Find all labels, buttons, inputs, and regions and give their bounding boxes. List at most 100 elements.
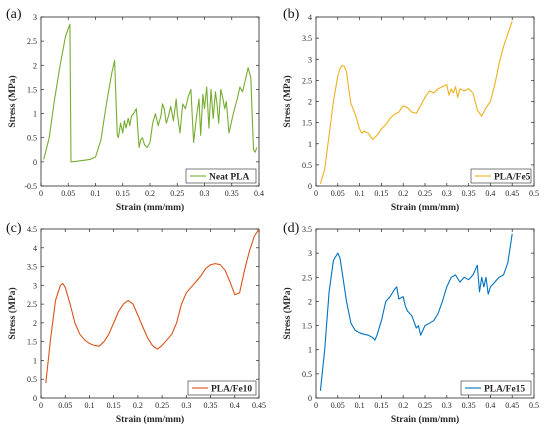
- y-tick-label: 2: [33, 319, 37, 328]
- x-tick-label: 0.35: [462, 401, 476, 410]
- x-tick-label: 0.45: [505, 189, 519, 198]
- x-tick-label: 0.05: [58, 401, 72, 410]
- x-tick-label: 0.1: [355, 189, 365, 198]
- x-tick-label: 0.5: [529, 189, 539, 198]
- y-tick-label: 1: [33, 356, 37, 365]
- legend-label: PLA/Fe5: [494, 173, 531, 183]
- y-axis-label: Stress (MPa): [282, 287, 293, 339]
- y-tick-label: 4: [308, 13, 312, 22]
- y-tick-label: 1.5: [302, 322, 312, 331]
- y-tick-label: 1.5: [27, 338, 37, 347]
- x-axis-label: Strain (mm/mm): [391, 414, 459, 425]
- y-tick-label: 0: [33, 394, 37, 403]
- chart-panel-3: (c) 0 0.05 0.1 0.15 0.2 0.25 0.3 0.35 0.4 0.45 0 0.5…: [6, 221, 266, 425]
- x-tick-label: 0.25: [155, 401, 169, 410]
- legend-label: PLA/Fe15: [484, 385, 525, 395]
- y-tick-label: 1.5: [302, 119, 312, 128]
- x-tick-label: 0.2: [145, 189, 155, 198]
- x-axis-label: Strain (mm/mm): [116, 414, 184, 425]
- x-tick-label: 0.3: [442, 401, 452, 410]
- y-tick-label: 2.5: [302, 76, 312, 85]
- x-tick-label: 0.5: [529, 401, 539, 410]
- legend-box: [470, 168, 532, 184]
- y-tick-label: 3: [308, 249, 312, 258]
- y-tick-label: 3: [33, 281, 37, 290]
- x-tick-label: 0.1: [91, 189, 101, 198]
- y-tick-label: 1.5: [27, 85, 37, 94]
- chart-panel-4: (d) 0 0.05 0.1 0.15 0.2 0.25 0.3 0.35 0.4 0.45 0.5 0…: [282, 221, 539, 425]
- y-tick-label: 2: [308, 98, 312, 107]
- x-tick-label: 0.4: [254, 189, 264, 198]
- legend-box: [460, 380, 532, 396]
- chart-panel-1: (a)0 0.05 0.1 0.15 0.2 0.25 0.3 0.35 0.4-0.500.5…: [6, 7, 264, 213]
- y-tick-label: 2.5: [27, 37, 37, 46]
- x-tick-label: 0.25: [418, 189, 432, 198]
- series-line: [43, 23, 258, 163]
- x-tick-label: 0.05: [61, 189, 75, 198]
- y-axis-label: Stress (MPa): [7, 75, 18, 127]
- series-line: [45, 228, 260, 384]
- y-tick-label: 0: [33, 158, 37, 167]
- x-tick-label: 0.25: [418, 401, 432, 410]
- y-tick-label: 2.5: [27, 300, 37, 309]
- x-tick-label: 0.15: [374, 401, 388, 410]
- x-tick-label: 0.1: [355, 401, 365, 410]
- axes-frame: [315, 16, 535, 187]
- y-tick-label: 4: [33, 244, 37, 253]
- x-tick-label: 0: [39, 189, 43, 198]
- axes-frame: [40, 228, 260, 399]
- y-tick-label: 2: [33, 61, 37, 70]
- y-tick-label: -0.5: [24, 182, 37, 191]
- y-axis-label: Stress (MPa): [7, 287, 18, 339]
- x-tick-label: 0.45: [505, 401, 519, 410]
- y-tick-label: 1: [308, 140, 312, 149]
- y-tick-label: 4.5: [27, 225, 37, 234]
- x-tick-label: 0.4: [230, 401, 240, 410]
- y-tick-label: 0.5: [27, 134, 37, 143]
- x-tick-label: 0: [314, 189, 318, 198]
- x-tick-label: 0.15: [374, 189, 388, 198]
- y-tick-label: 3.5: [302, 34, 312, 43]
- x-tick-label: 0.35: [225, 189, 239, 198]
- y-tick-label: 2.5: [302, 273, 312, 282]
- legend-label: PLA/Fe10: [211, 385, 252, 395]
- y-tick-label: 1: [308, 346, 312, 355]
- x-axis-label: Strain (mm/mm): [116, 202, 184, 213]
- x-tick-label: 0.45: [252, 401, 266, 410]
- y-tick-label: 3: [308, 55, 312, 64]
- y-tick-label: 3.5: [27, 263, 37, 272]
- x-tick-label: 0.2: [398, 189, 408, 198]
- x-tick-label: 0.15: [107, 401, 121, 410]
- x-tick-label: 0.3: [200, 189, 210, 198]
- chart-panel-2: (b) 0 0.05 0.1 0.15 0.2 0.25 0.3 0.35 0.4 0.45 0.5 0…: [282, 7, 539, 213]
- x-tick-label: 0.05: [331, 401, 345, 410]
- series-line: [319, 21, 513, 185]
- y-tick-label: 0.5: [27, 375, 37, 384]
- x-tick-label: 0.4: [485, 401, 495, 410]
- y-tick-label: 0: [308, 394, 312, 403]
- y-tick-label: 2: [308, 297, 312, 306]
- panel-label: (a): [6, 7, 22, 22]
- x-tick-label: 0.3: [181, 401, 191, 410]
- x-tick-label: 0.25: [170, 189, 184, 198]
- series-line: [319, 233, 513, 391]
- x-tick-label: 0.35: [204, 401, 218, 410]
- y-tick-label: 3.5: [302, 225, 312, 234]
- x-tick-label: 0.2: [398, 401, 408, 410]
- x-tick-label: 0.35: [462, 189, 476, 198]
- legend-box: [187, 380, 257, 396]
- legend-box: [185, 168, 257, 184]
- panel-label: (d): [283, 221, 300, 236]
- x-axis-label: Strain (mm/mm): [391, 202, 459, 213]
- y-tick-label: 0.5: [302, 161, 312, 170]
- panel-label: (b): [283, 7, 300, 22]
- y-tick-label: 1: [33, 110, 37, 119]
- x-tick-label: 0: [314, 401, 318, 410]
- x-tick-label: 0.4: [485, 189, 495, 198]
- y-tick-label: 3: [33, 13, 37, 22]
- x-tick-label: 0.15: [116, 189, 130, 198]
- x-tick-label: 0.2: [133, 401, 143, 410]
- y-tick-label: 0: [308, 182, 312, 191]
- y-axis-label: Stress (MPa): [282, 75, 293, 127]
